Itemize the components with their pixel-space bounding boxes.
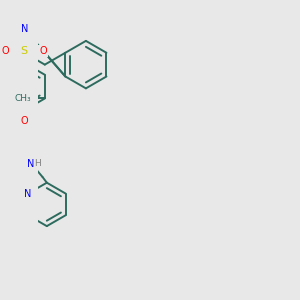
- Text: CH₃: CH₃: [14, 94, 31, 103]
- Text: S: S: [21, 46, 28, 56]
- Text: O: O: [39, 46, 47, 56]
- Text: O: O: [2, 46, 9, 56]
- Text: N: N: [21, 24, 28, 34]
- Text: H: H: [34, 159, 40, 168]
- Text: N: N: [27, 159, 34, 169]
- Text: O: O: [20, 116, 28, 126]
- Text: N: N: [24, 189, 32, 199]
